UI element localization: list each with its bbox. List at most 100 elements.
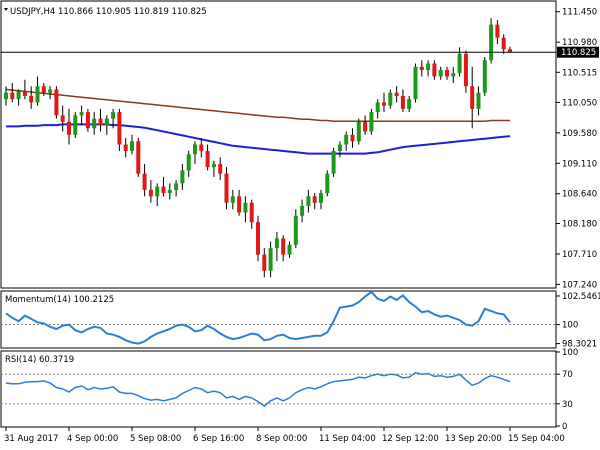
current-price-tag-box <box>557 46 599 58</box>
candle <box>67 108 71 145</box>
candle <box>388 89 393 109</box>
candle <box>224 167 229 210</box>
candle-body <box>230 196 235 203</box>
candle <box>98 108 103 132</box>
candle <box>180 163 185 190</box>
candle <box>508 46 512 53</box>
candle-body <box>117 112 122 145</box>
candle-body <box>155 186 160 197</box>
rsi-y-tick-label: 30 <box>562 400 573 410</box>
candle <box>438 66 443 80</box>
rsi-y-tick-label: 70 <box>562 370 573 380</box>
candle <box>29 86 34 109</box>
candle <box>268 241 273 278</box>
ma-blue-line <box>6 123 511 155</box>
candle-body <box>193 144 197 155</box>
candle <box>218 157 223 181</box>
candle <box>60 105 65 132</box>
candle <box>482 57 487 96</box>
y-tick-label: 107.240 <box>562 280 597 290</box>
y-tick-label: 110.515 <box>562 68 597 78</box>
candle-body <box>337 144 342 151</box>
candle-body <box>419 66 424 71</box>
x-axis: 31 Aug 2017 4 Sep 00:00 5 Sep 08:00 6 Sep 1… <box>4 427 565 444</box>
candle <box>394 86 399 103</box>
candle-body <box>501 37 506 50</box>
candle-body <box>508 49 512 53</box>
candle <box>205 144 210 171</box>
candle-body <box>4 92 8 100</box>
candle <box>325 170 330 197</box>
candle-body <box>445 70 449 77</box>
rsi-line <box>5 371 511 407</box>
candle <box>300 199 305 223</box>
candle <box>337 141 342 158</box>
candle-body <box>407 99 412 109</box>
candle-body <box>287 244 292 255</box>
candle-body <box>331 150 336 174</box>
momentum-panel-frame <box>0 290 557 349</box>
candle-body <box>211 163 216 168</box>
candle-body <box>438 70 443 77</box>
candle <box>85 108 90 132</box>
candle <box>161 176 166 197</box>
candle <box>79 105 84 126</box>
candle <box>489 18 494 64</box>
candle-body <box>10 92 15 100</box>
candle <box>281 235 286 262</box>
candle <box>193 141 197 164</box>
candle <box>211 160 216 177</box>
candle <box>262 248 267 278</box>
candle-body <box>375 102 380 113</box>
candle <box>41 82 46 96</box>
candle-body <box>224 173 229 203</box>
candle <box>274 231 279 262</box>
x-tick-label: 5 Sep 08:00 <box>130 434 181 444</box>
rsi-y-tick-label: 100 <box>562 348 578 358</box>
candle <box>331 147 336 177</box>
candle-body <box>180 170 185 184</box>
candle <box>10 82 15 103</box>
candle-body <box>319 193 323 203</box>
candle-body <box>54 89 59 116</box>
ma-brown-line <box>5 88 510 122</box>
candle <box>407 95 412 113</box>
candle-body <box>363 121 368 132</box>
candle-body <box>35 86 40 103</box>
candle <box>382 92 386 113</box>
candle <box>287 241 292 258</box>
candle <box>470 66 475 129</box>
candle-body <box>243 202 248 213</box>
candle-body <box>79 112 84 116</box>
candle-body <box>16 91 21 100</box>
candle-body <box>306 196 311 207</box>
candle <box>117 108 122 151</box>
rsi-series <box>1 371 556 407</box>
candle-body <box>256 222 260 255</box>
momentum-y-axis: 102.5461 100 98.3021 <box>556 292 600 350</box>
candle <box>369 108 374 135</box>
candle <box>495 20 500 45</box>
candle-body <box>394 92 399 96</box>
candle-body <box>293 215 298 245</box>
candle <box>142 163 147 197</box>
candle <box>363 115 368 135</box>
momentum-line <box>5 290 511 345</box>
y-tick-label: 111.450 <box>562 8 597 18</box>
candle-body <box>249 202 254 223</box>
current-price-tag: 110.825 <box>557 46 599 58</box>
candle <box>4 86 8 106</box>
rsi-panel: RSI(14) 60.3719 100 70 30 0 <box>0 348 578 432</box>
candle <box>356 118 361 145</box>
candle <box>22 79 27 100</box>
momentum-y-tick-label: 100 <box>562 321 578 331</box>
candle-body <box>274 238 279 249</box>
candle-body <box>186 154 191 171</box>
candle-body <box>48 89 53 93</box>
candle <box>186 150 191 177</box>
main-y-axis: 111.450 110.980 110.515 110.050 109.580 109.1… <box>556 8 597 290</box>
candle-body <box>356 121 361 142</box>
y-tick-label: 107.710 <box>562 250 597 260</box>
candle-body <box>463 53 468 87</box>
